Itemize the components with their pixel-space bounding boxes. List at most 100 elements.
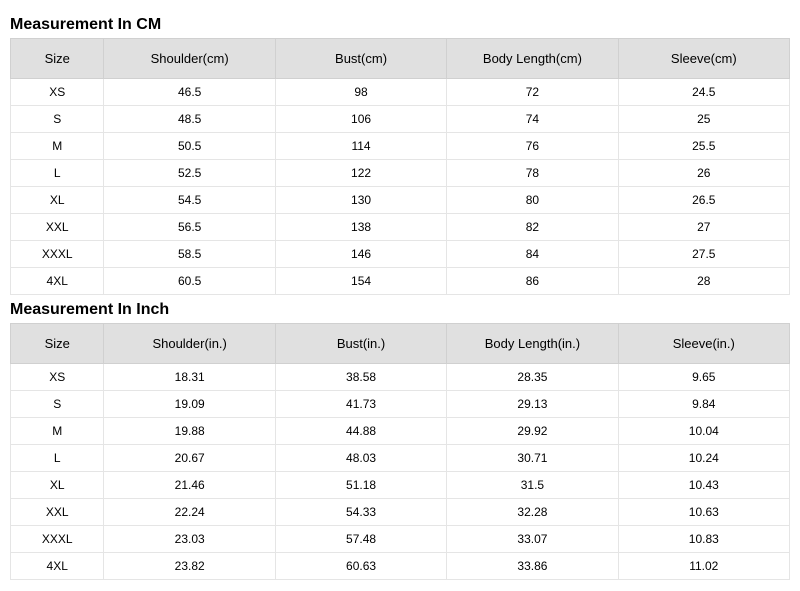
table-cell: 84: [447, 241, 618, 268]
table-cell: 74: [447, 106, 618, 133]
table-row: L20.6748.0330.7110.24: [11, 445, 790, 472]
table-cell: 27.5: [618, 241, 789, 268]
col-shoulder: Shoulder(cm): [104, 39, 275, 79]
table-cell: 19.09: [104, 391, 275, 418]
table-row: XXXL23.0357.4833.0710.83: [11, 526, 790, 553]
table-row: S19.0941.7329.139.84: [11, 391, 790, 418]
table-cell: 27: [618, 214, 789, 241]
col-size: Size: [11, 39, 104, 79]
table-cell: 46.5: [104, 79, 275, 106]
inch-table-body: XS18.3138.5828.359.65S19.0941.7329.139.8…: [11, 364, 790, 580]
table-cell: 21.46: [104, 472, 275, 499]
table-cell: 60.5: [104, 268, 275, 295]
table-cell: 138: [275, 214, 446, 241]
table-cell: 54.5: [104, 187, 275, 214]
table-row: XS46.5987224.5: [11, 79, 790, 106]
table-cell: 154: [275, 268, 446, 295]
table-cell: 29.92: [447, 418, 618, 445]
table-cell: 26.5: [618, 187, 789, 214]
table-cell: 44.88: [275, 418, 446, 445]
table-cell: 22.24: [104, 499, 275, 526]
table-cell: 146: [275, 241, 446, 268]
table-cell: 82: [447, 214, 618, 241]
cm-title: Measurement In CM: [10, 16, 790, 34]
table-cell: M: [11, 418, 104, 445]
table-row: S48.51067425: [11, 106, 790, 133]
table-header-row: Size Shoulder(in.) Bust(in.) Body Length…: [11, 324, 790, 364]
table-cell: 10.63: [618, 499, 789, 526]
table-cell: 72: [447, 79, 618, 106]
table-cell: 57.48: [275, 526, 446, 553]
table-cell: 4XL: [11, 268, 104, 295]
table-cell: L: [11, 445, 104, 472]
table-cell: 86: [447, 268, 618, 295]
table-cell: 23.82: [104, 553, 275, 580]
table-cell: 9.84: [618, 391, 789, 418]
table-cell: 130: [275, 187, 446, 214]
table-cell: 11.02: [618, 553, 789, 580]
table-row: M50.51147625.5: [11, 133, 790, 160]
table-cell: M: [11, 133, 104, 160]
table-cell: 48.03: [275, 445, 446, 472]
table-cell: 60.63: [275, 553, 446, 580]
table-row: XL21.4651.1831.510.43: [11, 472, 790, 499]
table-cell: 10.83: [618, 526, 789, 553]
table-cell: 23.03: [104, 526, 275, 553]
table-cell: 30.71: [447, 445, 618, 472]
col-bust: Bust(cm): [275, 39, 446, 79]
table-cell: 32.28: [447, 499, 618, 526]
table-row: L52.51227826: [11, 160, 790, 187]
table-cell: 29.13: [447, 391, 618, 418]
table-cell: XL: [11, 472, 104, 499]
table-cell: L: [11, 160, 104, 187]
table-cell: XXL: [11, 499, 104, 526]
table-cell: 41.73: [275, 391, 446, 418]
table-cell: 54.33: [275, 499, 446, 526]
table-cell: 106: [275, 106, 446, 133]
table-cell: 122: [275, 160, 446, 187]
inch-table: Size Shoulder(in.) Bust(in.) Body Length…: [10, 323, 790, 580]
col-bust: Bust(in.): [275, 324, 446, 364]
table-row: XXL22.2454.3332.2810.63: [11, 499, 790, 526]
table-cell: XS: [11, 364, 104, 391]
table-cell: 9.65: [618, 364, 789, 391]
table-cell: S: [11, 106, 104, 133]
table-cell: 56.5: [104, 214, 275, 241]
col-size: Size: [11, 324, 104, 364]
table-cell: 80: [447, 187, 618, 214]
col-body-length: Body Length(cm): [447, 39, 618, 79]
table-cell: 114: [275, 133, 446, 160]
table-cell: 31.5: [447, 472, 618, 499]
table-cell: 25: [618, 106, 789, 133]
table-cell: 19.88: [104, 418, 275, 445]
table-cell: XS: [11, 79, 104, 106]
cm-table: Size Shoulder(cm) Bust(cm) Body Length(c…: [10, 38, 790, 295]
table-cell: 10.04: [618, 418, 789, 445]
col-sleeve: Sleeve(cm): [618, 39, 789, 79]
table-cell: 51.18: [275, 472, 446, 499]
inch-title: Measurement In Inch: [10, 301, 790, 319]
table-cell: 10.24: [618, 445, 789, 472]
cm-table-body: XS46.5987224.5S48.51067425M50.51147625.5…: [11, 79, 790, 295]
table-cell: XXXL: [11, 241, 104, 268]
table-cell: 98: [275, 79, 446, 106]
table-cell: 33.86: [447, 553, 618, 580]
table-cell: 48.5: [104, 106, 275, 133]
table-header-row: Size Shoulder(cm) Bust(cm) Body Length(c…: [11, 39, 790, 79]
table-cell: XXXL: [11, 526, 104, 553]
table-cell: 24.5: [618, 79, 789, 106]
table-cell: 50.5: [104, 133, 275, 160]
table-row: 4XL23.8260.6333.8611.02: [11, 553, 790, 580]
table-cell: XL: [11, 187, 104, 214]
table-cell: S: [11, 391, 104, 418]
table-row: XS18.3138.5828.359.65: [11, 364, 790, 391]
col-body-length: Body Length(in.): [447, 324, 618, 364]
table-cell: 28.35: [447, 364, 618, 391]
col-shoulder: Shoulder(in.): [104, 324, 275, 364]
col-sleeve: Sleeve(in.): [618, 324, 789, 364]
table-cell: 28: [618, 268, 789, 295]
table-row: M19.8844.8829.9210.04: [11, 418, 790, 445]
table-row: XXXL58.51468427.5: [11, 241, 790, 268]
table-cell: 38.58: [275, 364, 446, 391]
table-cell: 4XL: [11, 553, 104, 580]
